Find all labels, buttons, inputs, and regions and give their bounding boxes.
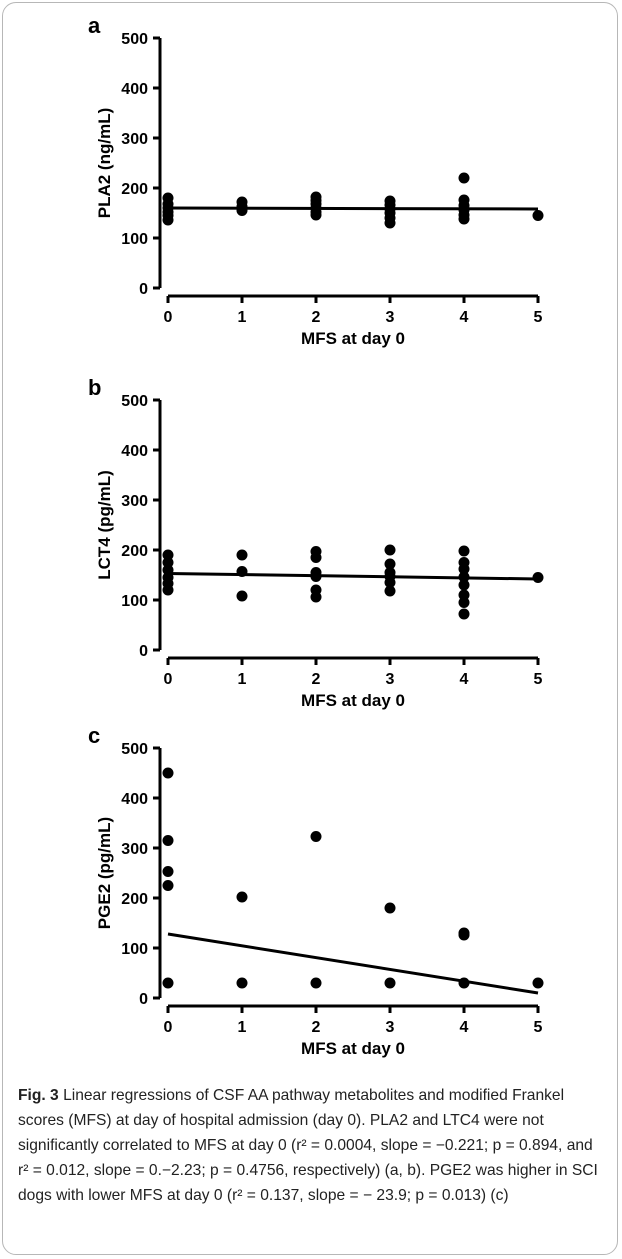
panel-label: b xyxy=(88,375,101,400)
x-tick-label: 5 xyxy=(534,309,543,326)
y-tick-label: 200 xyxy=(121,543,148,560)
x-tick-label: 3 xyxy=(386,309,395,326)
x-tick-label: 1 xyxy=(238,671,247,688)
data-point xyxy=(458,579,470,591)
y-tick-label: 500 xyxy=(121,741,148,758)
panel-label: a xyxy=(88,13,101,38)
x-tick-label: 4 xyxy=(460,1019,469,1036)
data-point xyxy=(384,544,396,556)
regression-line xyxy=(167,572,539,581)
data-point xyxy=(162,767,174,779)
data-point xyxy=(532,572,544,583)
x-axis-label: MFS at day 0 xyxy=(301,1039,405,1058)
regression-line xyxy=(167,206,539,211)
y-tick-label: 200 xyxy=(121,181,148,198)
data-point xyxy=(458,563,470,575)
data-point xyxy=(162,866,174,877)
data-point xyxy=(384,577,396,588)
chart-panel-b: b 0 100 200 300 400 500 0 1 2 3 4 5 MFS at day 0 LCT4 … xyxy=(88,375,544,710)
y-tick-label: 200 xyxy=(121,891,148,908)
x-tick-label: 0 xyxy=(164,1019,173,1036)
data-point xyxy=(236,590,248,602)
figure-label: Fig. 3 xyxy=(18,1087,59,1104)
data-point xyxy=(310,209,322,221)
y-tick-label: 300 xyxy=(121,841,148,858)
x-tick-label: 2 xyxy=(312,671,321,688)
data-point xyxy=(236,891,248,903)
data-point xyxy=(458,545,470,557)
y-tick-label: 400 xyxy=(121,791,148,808)
x-tick-label: 1 xyxy=(238,309,247,326)
data-point xyxy=(310,571,322,582)
x-tick-label: 4 xyxy=(460,671,469,688)
x-tick-label: 5 xyxy=(534,1019,543,1036)
data-point xyxy=(532,977,544,989)
x-tick-label: 1 xyxy=(238,1019,247,1036)
regression-line xyxy=(167,932,539,995)
y-tick-label: 300 xyxy=(121,131,148,148)
y-tick-label: 100 xyxy=(121,231,148,248)
data-point xyxy=(384,217,396,229)
y-tick-label: 400 xyxy=(121,443,148,460)
data-point xyxy=(236,205,248,216)
data-point xyxy=(458,213,470,225)
y-tick-label: 100 xyxy=(121,941,148,958)
y-axis-label: PLA2 (ng/mL) xyxy=(95,108,114,219)
y-tick-label: 300 xyxy=(121,493,148,510)
y-tick-label: 100 xyxy=(121,593,148,610)
y-axis-label: LCT4 (pg/mL) xyxy=(95,470,114,580)
panel-label: c xyxy=(88,723,100,748)
data-point xyxy=(162,835,174,846)
y-tick-label: 400 xyxy=(121,81,148,98)
x-tick-label: 2 xyxy=(312,1019,321,1036)
x-tick-label: 0 xyxy=(164,309,173,326)
data-point xyxy=(236,566,248,577)
data-point xyxy=(162,214,174,226)
data-point xyxy=(236,977,248,989)
data-point xyxy=(310,552,322,563)
y-tick-label: 500 xyxy=(121,393,148,410)
x-axis-label: MFS at day 0 xyxy=(301,691,405,710)
y-tick-label: 0 xyxy=(139,991,148,1008)
data-point xyxy=(532,210,544,221)
x-tick-label: 0 xyxy=(164,671,173,688)
data-point xyxy=(458,608,470,620)
x-tick-label: 4 xyxy=(460,309,469,326)
data-point xyxy=(458,929,470,941)
caption-text: Linear regressions of CSF AA pathway met… xyxy=(18,1087,598,1204)
data-point xyxy=(458,977,470,989)
x-axis-label: MFS at day 0 xyxy=(301,329,405,348)
data-point xyxy=(162,584,174,596)
data-point xyxy=(384,558,396,570)
figure-caption: Fig. 3 Linear regressions of CSF AA path… xyxy=(18,1083,603,1208)
data-point xyxy=(310,977,322,989)
chart-panel-c: c 0 100 200 300 400 500 0 1 2 3 4 5 MFS at day 0 PGE2 … xyxy=(88,723,544,1058)
y-tick-label: 0 xyxy=(139,643,148,660)
x-tick-label: 3 xyxy=(386,671,395,688)
data-point xyxy=(310,831,322,842)
data-point xyxy=(458,172,470,184)
y-tick-label: 0 xyxy=(139,281,148,298)
data-point xyxy=(458,597,470,608)
data-point xyxy=(310,591,322,603)
data-point xyxy=(458,571,470,583)
data-point xyxy=(384,585,396,597)
x-tick-label: 2 xyxy=(312,309,321,326)
data-point xyxy=(162,977,174,989)
x-tick-label: 3 xyxy=(386,1019,395,1036)
y-axis-label: PGE2 (pg/mL) xyxy=(95,817,114,929)
x-tick-label: 5 xyxy=(534,671,543,688)
data-point xyxy=(384,977,396,989)
y-tick-label: 500 xyxy=(121,31,148,48)
data-point xyxy=(236,549,248,561)
chart-panel-a: a 0 100 200 300 400 500 0 1 2 3 4 5 MFS at day 0 PLA2 … xyxy=(88,13,544,348)
data-point xyxy=(384,902,396,914)
data-point xyxy=(162,880,174,891)
